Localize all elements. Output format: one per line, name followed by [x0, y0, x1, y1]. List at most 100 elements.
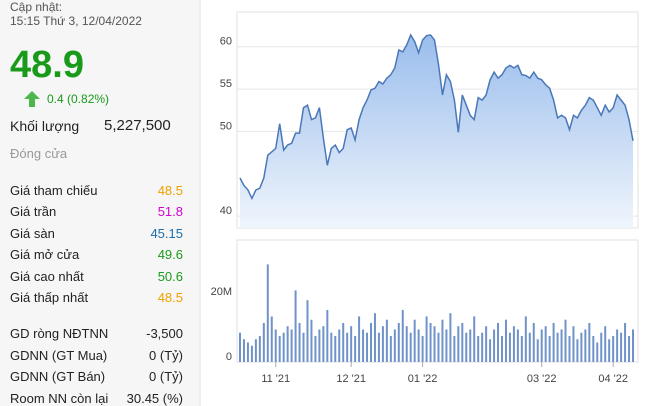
volume-bar	[246, 342, 249, 362]
y-tick-label: 20M	[211, 286, 232, 298]
volume-bar	[270, 316, 273, 362]
row-value: 49.6	[157, 247, 183, 263]
volume-bar	[330, 332, 333, 362]
volume-bar	[421, 335, 424, 362]
update-time: 15:15 Thứ 3, 12/04/2022	[10, 14, 142, 28]
volume-bar	[385, 319, 388, 362]
x-tick-label: 11 '21	[261, 373, 290, 385]
row-label: Giá mở cửa	[10, 247, 80, 263]
row-value: 45.15	[150, 225, 183, 241]
foreign-value: 30.45 (%)	[126, 390, 183, 406]
volume-bar	[342, 322, 345, 362]
volume-bar	[592, 335, 595, 362]
area	[240, 34, 633, 229]
volume-bar	[354, 335, 357, 362]
volume-bar	[544, 326, 547, 362]
y-tick-label: 40	[220, 205, 232, 217]
volume-bar	[512, 326, 515, 362]
volume-bar	[358, 316, 361, 362]
volume-bar	[524, 316, 527, 362]
volume-label: Khối lượng	[10, 118, 80, 134]
volume-bar	[381, 326, 384, 362]
volume-bar	[322, 326, 325, 362]
volume-bar	[314, 335, 317, 362]
volume-bar	[516, 329, 519, 362]
volume-bar	[409, 332, 412, 362]
foreign-value: 0 (Tỷ)	[149, 347, 183, 363]
volume-bar	[377, 332, 380, 362]
volume-bar	[417, 329, 420, 362]
volume-bar	[437, 332, 440, 362]
volume-bar	[560, 329, 563, 362]
foreign-label: GD ròng NĐTNN	[10, 326, 109, 341]
row-label: Giá tham chiếu	[10, 183, 98, 198]
x-tick-label: 12 '21	[336, 373, 366, 385]
x-tick-label: 04 '22	[598, 373, 628, 385]
volume-bar	[497, 322, 500, 362]
volume-bar	[528, 332, 531, 362]
foreign-value: 0 (Tỷ)	[149, 369, 183, 384]
foreign-value: -3,500	[146, 326, 183, 341]
volume-bar	[453, 335, 456, 362]
volume-bar	[389, 335, 392, 362]
volume-bar	[318, 329, 321, 362]
volume-bar	[266, 264, 269, 362]
volume-bar	[274, 329, 277, 362]
volume-bar	[576, 339, 579, 362]
volume-bar	[520, 335, 523, 362]
volume-bar	[620, 332, 623, 362]
update-label: Cập nhật:	[10, 0, 63, 14]
volume-bar	[362, 329, 365, 362]
volume-bar	[346, 332, 349, 362]
foreign-label: Room NN còn lại	[10, 390, 109, 406]
volume-bar	[326, 309, 329, 362]
row-value: 48.5	[157, 183, 183, 198]
volume-bar	[370, 322, 372, 362]
volume-bar	[282, 332, 285, 362]
volume-bar	[441, 319, 444, 362]
volume-bar	[604, 326, 607, 362]
volume-bar	[632, 329, 634, 362]
volume-bar	[239, 332, 241, 362]
volume-bar	[393, 329, 396, 362]
volume-bar	[425, 316, 428, 362]
volume-bar	[508, 332, 511, 362]
volume-bar	[401, 309, 404, 362]
volume-bar	[493, 329, 496, 362]
row-value: 50.6	[157, 268, 183, 284]
quote-panel: Cập nhật: 15:15 Thứ 3, 12/04/2022 48.9 0…	[0, 0, 199, 406]
up-arrow	[24, 91, 40, 107]
volume-bar	[608, 339, 611, 362]
volume-bar	[461, 322, 464, 362]
foreign-label: GDNN (GT Mua)	[10, 347, 108, 363]
volume-bar	[465, 332, 468, 362]
row-label: Giá cao nhất	[10, 268, 84, 284]
row-value: 51.8	[157, 204, 183, 220]
volume-bar	[405, 326, 408, 362]
y-tick-label: 60	[220, 36, 232, 48]
volume-bar	[552, 322, 555, 362]
volume-bar	[298, 322, 301, 362]
volume-bar	[616, 329, 619, 362]
volume-bar	[433, 326, 436, 362]
price: 48.9	[10, 44, 84, 86]
volume-bar	[588, 322, 591, 362]
volume-bar	[612, 335, 615, 362]
y-tick-label: 55	[220, 78, 232, 90]
row-value: 48.5	[157, 290, 183, 305]
volume-bar	[568, 335, 571, 362]
volume-bar	[477, 335, 480, 362]
volume-bar	[536, 339, 539, 362]
volume: 5,227,500	[104, 117, 171, 134]
x-tick-label: 03 '22	[527, 373, 557, 385]
volume-bar	[504, 319, 507, 362]
volume-bar	[262, 322, 265, 362]
volume-bar	[489, 339, 492, 362]
volume-bar	[548, 335, 551, 362]
volume-bar	[481, 332, 484, 362]
volume-bar	[473, 316, 476, 362]
volume-bar	[290, 329, 293, 362]
volume-bar	[302, 332, 305, 362]
volume-bar	[286, 326, 289, 362]
